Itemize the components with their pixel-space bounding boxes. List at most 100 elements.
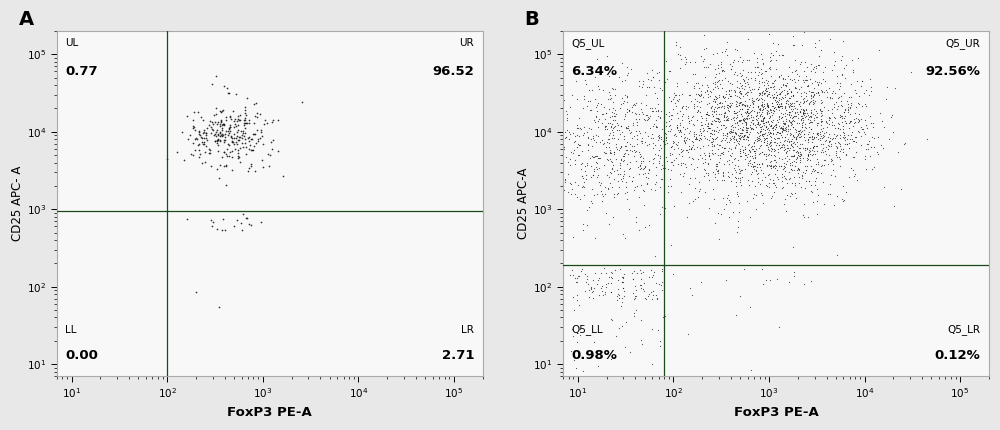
- Point: [762, 106, 778, 113]
- Point: [563, 191, 579, 198]
- Point: [766, 163, 782, 169]
- Point: [612, 164, 628, 171]
- Point: [599, 52, 615, 59]
- Point: [577, 271, 593, 278]
- Point: [706, 142, 722, 149]
- Point: [787, 163, 803, 169]
- Point: [781, 169, 797, 176]
- Point: [707, 173, 723, 180]
- Point: [586, 117, 602, 123]
- Point: [732, 167, 748, 174]
- Point: [594, 191, 610, 198]
- Point: [756, 139, 772, 146]
- Point: [750, 103, 766, 110]
- Point: [598, 110, 614, 117]
- Point: [203, 124, 219, 131]
- Point: [681, 117, 697, 124]
- Point: [789, 106, 805, 113]
- Point: [224, 148, 240, 155]
- Point: [750, 102, 766, 109]
- Point: [569, 278, 585, 285]
- Point: [808, 143, 824, 150]
- Point: [625, 276, 641, 283]
- Point: [673, 129, 689, 135]
- Point: [747, 147, 763, 154]
- Point: [690, 108, 706, 115]
- Point: [803, 108, 819, 115]
- Point: [626, 313, 642, 320]
- Point: [739, 101, 755, 108]
- Point: [741, 157, 757, 164]
- Point: [817, 14, 833, 21]
- Point: [246, 130, 262, 137]
- Point: [743, 125, 759, 132]
- Point: [827, 139, 843, 146]
- Point: [221, 153, 237, 160]
- Point: [762, 66, 778, 73]
- Point: [750, 115, 766, 122]
- Point: [204, 80, 220, 87]
- Point: [748, 168, 764, 175]
- Point: [196, 140, 212, 147]
- Point: [191, 147, 207, 154]
- Point: [775, 95, 791, 101]
- Point: [708, 160, 724, 167]
- Point: [219, 85, 235, 92]
- Point: [742, 160, 758, 166]
- Point: [762, 58, 778, 64]
- Point: [213, 117, 229, 124]
- Point: [716, 114, 732, 120]
- Point: [190, 109, 206, 116]
- Point: [740, 133, 756, 140]
- Point: [684, 25, 700, 32]
- Point: [755, 61, 771, 68]
- Point: [744, 116, 760, 123]
- Point: [727, 162, 743, 169]
- Point: [797, 147, 813, 154]
- Point: [830, 138, 846, 145]
- Point: [853, 124, 869, 131]
- Point: [768, 120, 784, 127]
- Point: [722, 152, 738, 159]
- Point: [555, 91, 571, 98]
- Point: [186, 108, 202, 115]
- Point: [719, 24, 735, 31]
- Point: [707, 78, 723, 85]
- Point: [851, 129, 867, 135]
- Point: [552, 123, 568, 130]
- Point: [654, 265, 670, 272]
- Point: [680, 103, 696, 110]
- Point: [651, 281, 667, 288]
- Point: [744, 143, 760, 150]
- Point: [784, 143, 800, 150]
- Point: [689, 97, 705, 104]
- Point: [632, 154, 648, 160]
- Point: [674, 113, 690, 120]
- Point: [740, 80, 756, 87]
- Point: [709, 78, 725, 85]
- Point: [813, 149, 829, 156]
- Point: [795, 144, 811, 151]
- Point: [780, 121, 796, 128]
- Point: [787, 56, 803, 63]
- Point: [794, 112, 810, 119]
- Point: [732, 94, 748, 101]
- Point: [708, 107, 724, 114]
- Point: [744, 161, 760, 168]
- Point: [590, 83, 606, 89]
- Point: [785, 105, 801, 112]
- Point: [742, 122, 758, 129]
- Point: [670, 51, 686, 58]
- Point: [842, 135, 858, 142]
- Point: [182, 132, 198, 138]
- Point: [784, 166, 800, 173]
- Point: [789, 89, 805, 95]
- Point: [635, 77, 651, 84]
- Point: [209, 140, 225, 147]
- Point: [672, 127, 688, 134]
- Point: [752, 113, 768, 120]
- Point: [756, 91, 772, 98]
- Point: [753, 51, 769, 58]
- Point: [784, 115, 800, 122]
- Point: [720, 117, 736, 123]
